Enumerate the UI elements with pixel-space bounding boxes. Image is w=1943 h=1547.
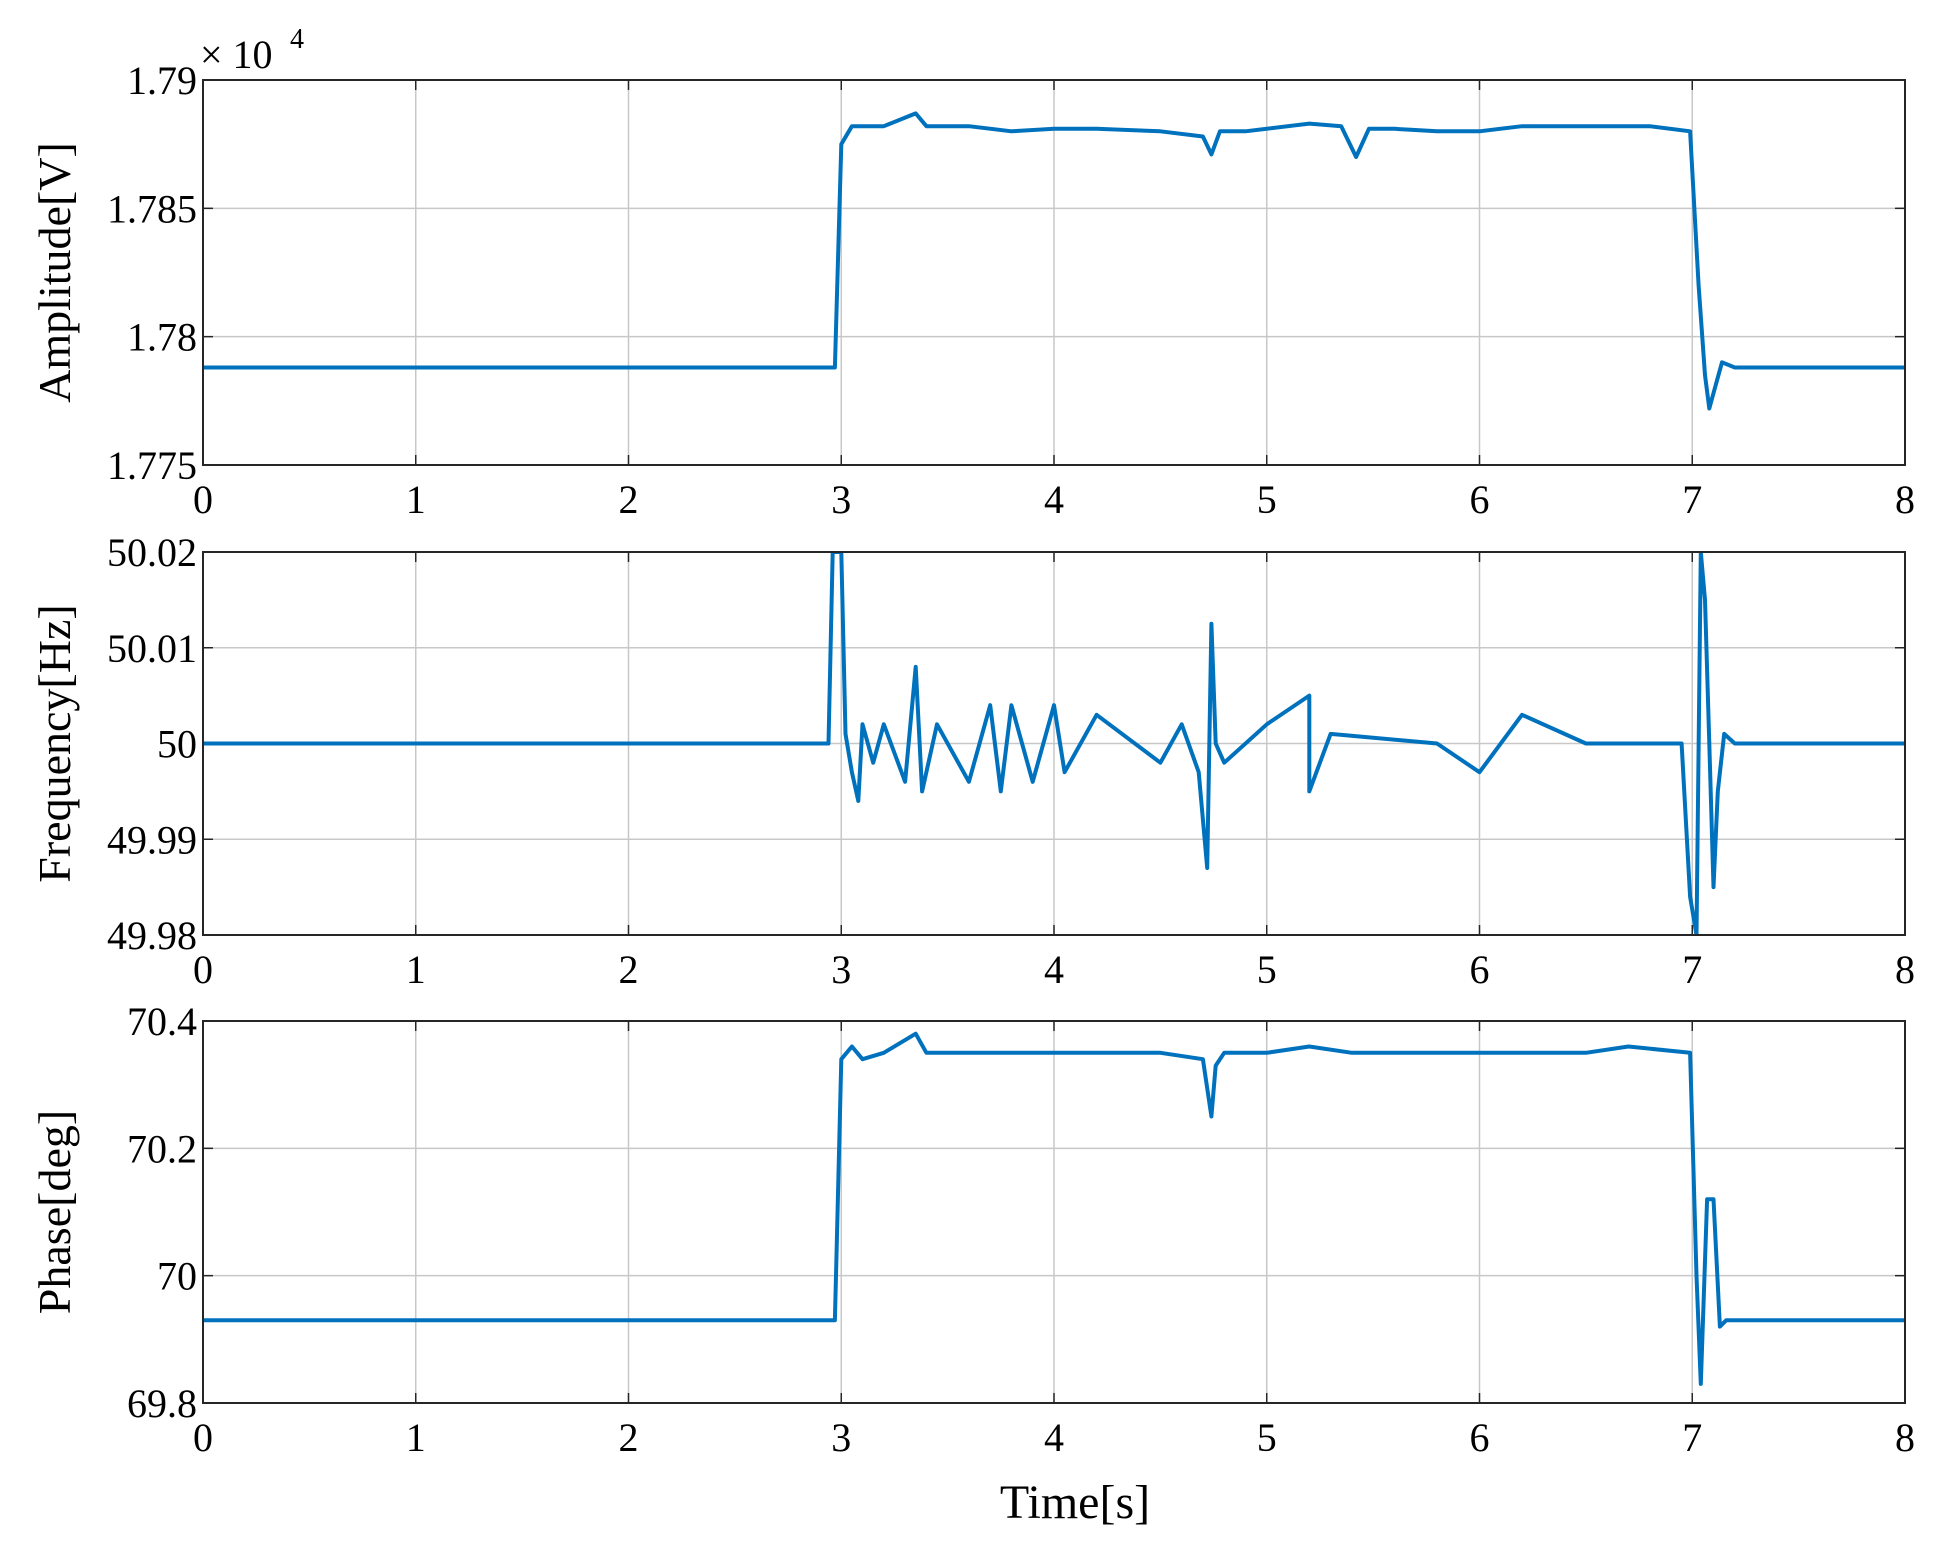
amplitude-panel: 0 1 2 3 4 5 6 7 8 1.775 1.78 1.785 1.79 Amplitude[V] ×… bbox=[29, 24, 1915, 522]
amplitude-ytick-label: 1.78 bbox=[127, 315, 197, 360]
frequency-xtick-label: 3 bbox=[831, 947, 851, 992]
phase-xtick-label: 5 bbox=[1257, 1415, 1277, 1460]
phase-axes-box bbox=[202, 1020, 1906, 1404]
frequency-xtick-label: 2 bbox=[619, 947, 639, 992]
frequency-xtick-label: 5 bbox=[1257, 947, 1277, 992]
amplitude-xtick-label: 4 bbox=[1044, 477, 1064, 522]
frequency-xtick-label: 1 bbox=[406, 947, 426, 992]
phase-series-line bbox=[203, 1031, 1905, 1386]
x-axis-label: Time[s] bbox=[1000, 1476, 1150, 1529]
amplitude-xtick-label: 0 bbox=[193, 477, 213, 522]
frequency-xtick-label: 0 bbox=[193, 947, 213, 992]
phase-y-axis-label: Phase[deg] bbox=[29, 1110, 80, 1314]
frequency-series-line bbox=[203, 552, 1905, 935]
amplitude-xtick-label: 2 bbox=[619, 477, 639, 522]
phase-xtick-label: 2 bbox=[619, 1415, 639, 1460]
amplitude-ytick-label: 1.785 bbox=[107, 186, 197, 231]
amplitude-scale-label: × 10 bbox=[200, 32, 273, 77]
frequency-xtick-label: 4 bbox=[1044, 947, 1064, 992]
phase-xtick-label: 7 bbox=[1682, 1415, 1702, 1460]
amplitude-xtick-label: 1 bbox=[406, 477, 426, 522]
frequency-xtick-label: 8 bbox=[1895, 947, 1915, 992]
amplitude-xtick-label: 7 bbox=[1682, 477, 1702, 522]
frequency-ytick-label: 50.02 bbox=[107, 530, 197, 575]
amplitude-xtick-label: 5 bbox=[1257, 477, 1277, 522]
phase-xtick-label: 8 bbox=[1895, 1415, 1915, 1460]
amplitude-ytick-label: 1.79 bbox=[127, 58, 197, 103]
frequency-y-axis-label: Frequency[Hz] bbox=[29, 604, 80, 882]
amplitude-series-line bbox=[203, 111, 1905, 411]
frequency-ytick-label: 49.98 bbox=[107, 913, 197, 958]
phase-panel: 0 1 2 3 4 5 6 7 8 69.8 70 70.2 70.4 Phase[deg] bbox=[29, 999, 1915, 1460]
frequency-panel: 0 1 2 3 4 5 6 7 8 49.98 49.99 50 50.01 50.02 Frequency… bbox=[29, 530, 1915, 992]
frequency-ytick-label: 49.99 bbox=[107, 817, 197, 862]
phase-xtick-label: 3 bbox=[831, 1415, 851, 1460]
amplitude-xtick-label: 6 bbox=[1470, 477, 1490, 522]
frequency-xtick-label: 7 bbox=[1682, 947, 1702, 992]
phase-xtick-label: 6 bbox=[1470, 1415, 1490, 1460]
phase-ytick-label: 70.4 bbox=[127, 999, 197, 1044]
amplitude-y-axis-label: Amplitude[V] bbox=[29, 142, 80, 403]
phase-ytick-label: 70 bbox=[157, 1254, 197, 1299]
phase-ytick-label: 70.2 bbox=[127, 1126, 197, 1171]
frequency-ytick-label: 50.01 bbox=[107, 626, 197, 671]
amplitude-xtick-label: 3 bbox=[831, 477, 851, 522]
frequency-ytick-label: 50 bbox=[157, 722, 197, 767]
amplitude-scale-exponent: 4 bbox=[290, 24, 304, 55]
frequency-xtick-label: 6 bbox=[1470, 947, 1490, 992]
amplitude-axes-box bbox=[202, 79, 1906, 466]
phase-xtick-label: 0 bbox=[193, 1415, 213, 1460]
phase-xtick-label: 1 bbox=[406, 1415, 426, 1460]
amplitude-xtick-label: 8 bbox=[1895, 477, 1915, 522]
amplitude-ytick-label: 1.775 bbox=[107, 443, 197, 488]
phase-ytick-label: 69.8 bbox=[127, 1381, 197, 1426]
frequency-axes-box bbox=[202, 551, 1906, 936]
phase-xtick-label: 4 bbox=[1044, 1415, 1064, 1460]
